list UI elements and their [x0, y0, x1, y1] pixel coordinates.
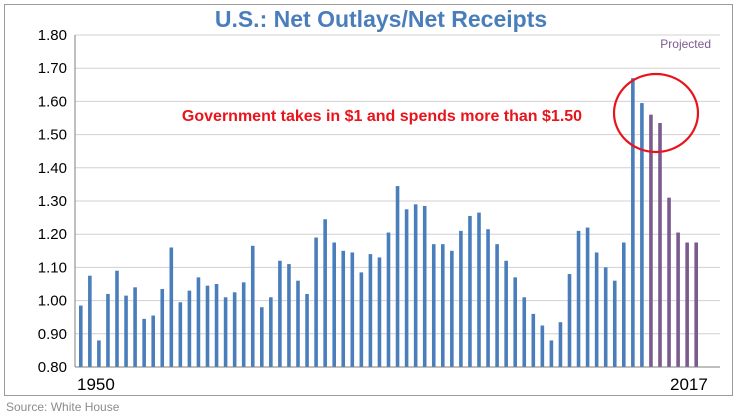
actual-bar — [404, 209, 409, 367]
actual-bar — [441, 244, 445, 367]
actual-bar — [160, 288, 165, 367]
y-tick-label: 1.00 — [38, 293, 67, 310]
actual-bar — [585, 227, 590, 367]
projected-bar — [694, 242, 698, 367]
projected-label: Projected — [660, 37, 711, 51]
actual-bar — [603, 267, 608, 367]
actual-bar — [640, 103, 644, 367]
projected-bar — [649, 114, 653, 368]
actual-bar — [531, 313, 536, 367]
actual-bar — [594, 252, 599, 367]
actual-bar — [133, 287, 137, 367]
actual-bar — [305, 293, 309, 367]
actual-bar — [314, 237, 318, 367]
actual-bar — [296, 280, 300, 367]
x-end-label: 2017 — [670, 375, 708, 394]
actual-bar — [631, 78, 635, 367]
projected-bar — [658, 122, 662, 367]
actual-bar — [232, 292, 237, 367]
actual-bar — [269, 297, 273, 367]
actual-bar — [459, 230, 463, 367]
source-note: Source: White House — [6, 400, 120, 414]
y-tick-label: 0.90 — [38, 326, 67, 343]
actual-bar — [350, 252, 355, 367]
actual-bar — [151, 315, 155, 367]
y-tick-label: 1.30 — [38, 193, 67, 210]
actual-bar — [187, 290, 192, 367]
actual-bar — [124, 295, 128, 367]
actual-bar — [278, 260, 282, 367]
actual-bar — [377, 257, 382, 367]
actual-bar — [413, 204, 418, 367]
actual-bar — [576, 230, 581, 367]
actual-bar — [558, 322, 563, 367]
actual-bar — [359, 272, 364, 367]
projected-bar — [676, 232, 680, 367]
y-tick-label: 1.60 — [38, 93, 67, 110]
actual-bar — [250, 245, 255, 367]
actual-bar — [549, 340, 554, 367]
actual-bar — [106, 293, 110, 367]
projected-bar — [667, 197, 671, 367]
chart-title: U.S.: Net Outlays/Net Receipts — [215, 6, 547, 32]
y-tick-label: 1.10 — [38, 259, 67, 276]
actual-bar — [422, 205, 427, 367]
actual-bar — [622, 242, 626, 367]
annotation-text: Government takes in $1 and spends more t… — [182, 108, 582, 125]
bars — [79, 78, 698, 368]
actual-bar — [612, 280, 617, 367]
actual-bar — [178, 302, 183, 367]
actual-bar — [368, 254, 373, 367]
actual-bar — [332, 242, 336, 367]
y-tick-label: 1.40 — [38, 160, 67, 177]
actual-bar — [142, 318, 146, 367]
actual-bar — [341, 250, 346, 367]
projected-bar — [685, 242, 689, 367]
actual-bar — [214, 284, 219, 367]
actual-bar — [205, 285, 210, 367]
actual-bar — [260, 307, 264, 367]
actual-bar — [477, 212, 481, 367]
actual-bar — [567, 274, 572, 367]
actual-bar — [540, 325, 545, 367]
x-start-label: 1950 — [77, 375, 115, 394]
actual-bar — [395, 186, 400, 367]
actual-bar — [495, 244, 499, 367]
actual-bar — [513, 277, 517, 367]
y-tick-label: 1.50 — [38, 127, 67, 144]
y-axis-ticks: 1.80 1.70 1.60 1.50 1.40 1.30 1.20 1.10 1.00 0.90… — [38, 27, 67, 376]
actual-bar — [196, 277, 201, 367]
annotation-circle — [612, 72, 700, 154]
actual-bar — [223, 297, 228, 367]
actual-bar — [97, 340, 101, 367]
actual-bar — [504, 260, 508, 367]
actual-bar — [88, 275, 92, 367]
y-tick-label: 0.80 — [38, 359, 67, 376]
actual-bar — [241, 282, 246, 367]
actual-bar — [323, 219, 327, 367]
actual-bar — [386, 232, 391, 367]
actual-bar — [431, 244, 436, 367]
actual-bar — [486, 229, 490, 367]
actual-bar — [450, 250, 454, 367]
y-tick-label: 1.20 — [38, 226, 67, 243]
actual-bar — [115, 270, 119, 367]
y-tick-label: 1.70 — [38, 60, 67, 77]
actual-bar — [522, 297, 527, 367]
y-tick-label: 1.80 — [38, 27, 67, 44]
actual-bar — [468, 215, 472, 367]
actual-bar — [79, 305, 83, 367]
actual-bar — [287, 264, 291, 367]
actual-bar — [169, 247, 174, 367]
